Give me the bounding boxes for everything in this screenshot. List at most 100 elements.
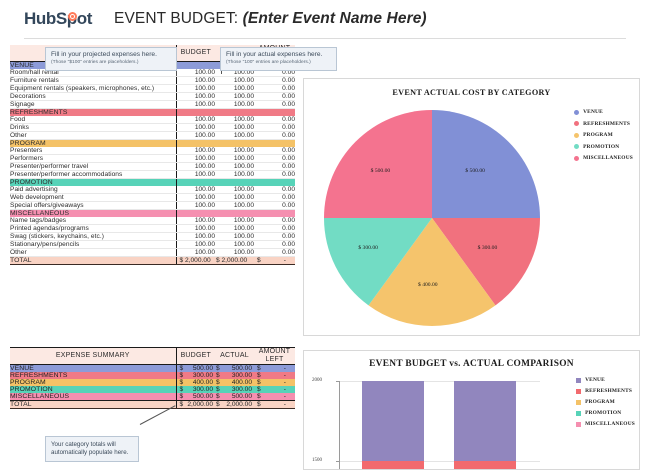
- pie-slice-label: $ 500.00: [465, 167, 485, 174]
- budget-item-budget[interactable]: 100.00: [175, 232, 215, 242]
- budget-table: BUDGETACTUALAMOUNTLEFTVENUERoom/hall ren…: [10, 45, 295, 266]
- budget-item-left: 0.00: [254, 100, 295, 110]
- bar-legend-item[interactable]: PROMOTION: [576, 410, 635, 416]
- budget-item-actual[interactable]: 100.00: [215, 116, 254, 125]
- budget-item-budget[interactable]: 100.00: [175, 170, 215, 180]
- bar-legend-item[interactable]: REFRESHMENTS: [576, 388, 635, 394]
- table-row[interactable]: Furniture rentals 100.00 100.00 0.00: [10, 76, 295, 86]
- budget-item-actual[interactable]: 100.00: [215, 186, 254, 195]
- bar-chart-title: EVENT BUDGET vs. ACTUAL COMPARISON: [369, 359, 574, 369]
- budget-item-budget[interactable]: 100.00: [175, 201, 215, 211]
- bar-legend-item[interactable]: MISCELLANEOUS: [576, 421, 635, 427]
- pie-slice-label: $ 500.00: [370, 167, 391, 174]
- pie-legend-item[interactable]: REFRESHMENTS: [574, 121, 633, 127]
- budget-item-budget[interactable]: 100.00: [175, 76, 215, 86]
- bar-legend-item[interactable]: PROGRAM: [576, 399, 635, 405]
- budget-item-budget[interactable]: 100.00: [175, 224, 215, 234]
- bar-column-actual[interactable]: [454, 381, 516, 469]
- table-row[interactable]: Equipment rentals (speakers, microphones…: [10, 84, 295, 94]
- budget-total-left: $ -: [254, 256, 295, 266]
- budget-item-actual[interactable]: 100.00: [215, 217, 254, 226]
- budget-item-budget[interactable]: 100.00: [175, 154, 215, 164]
- bar-segment-refreshments[interactable]: [454, 461, 516, 469]
- budget-item-actual[interactable]: 100.00: [215, 147, 254, 156]
- table-row[interactable]: Room/hall rental 100.00 100.00 0.00: [10, 69, 295, 78]
- budget-item-actual[interactable]: 100.00: [215, 240, 254, 250]
- budget-item-budget[interactable]: 100.00: [175, 131, 215, 141]
- bar-column-budget[interactable]: [362, 381, 424, 469]
- budget-item-left: 0.00: [254, 240, 295, 250]
- pie-slice-miscellaneous[interactable]: [324, 110, 432, 218]
- budget-item-actual[interactable]: 100.00: [215, 92, 254, 102]
- bar-segment-venue[interactable]: [362, 381, 424, 461]
- budget-item-budget[interactable]: 100.00: [175, 84, 215, 94]
- budget-item-actual[interactable]: 100.00: [215, 232, 254, 242]
- budget-item-actual[interactable]: 100.00: [215, 100, 254, 110]
- budget-item-actual[interactable]: 100.00: [215, 131, 254, 141]
- pie-slice-program[interactable]: [368, 218, 496, 326]
- table-row[interactable]: Printed agendas/programs 100.00 100.00 0.00: [10, 224, 295, 234]
- budget-item-actual[interactable]: 100.00: [215, 193, 254, 203]
- summary-category-name: VENUE: [10, 365, 34, 373]
- budget-item-budget[interactable]: 100.00: [175, 92, 215, 102]
- table-row[interactable]: Name tags/badges 100.00 100.00 0.00: [10, 217, 295, 226]
- bar-segment-venue[interactable]: [454, 381, 516, 461]
- budget-item-actual[interactable]: 100.00: [215, 224, 254, 234]
- budget-item-actual[interactable]: 100.00: [215, 170, 254, 180]
- table-row[interactable]: Swag (stickers, keychains, etc.) 100.00 10…: [10, 232, 295, 242]
- budget-category-name: VENUE: [10, 62, 34, 70]
- budget-item-budget[interactable]: 100.00: [175, 186, 215, 195]
- table-row[interactable]: Signage 100.00 100.00 0.00: [10, 100, 295, 110]
- budget-item-actual[interactable]: 100.00: [215, 76, 254, 86]
- table-row[interactable]: Presenters 100.00 100.00 0.00: [10, 147, 295, 156]
- pie-legend-item[interactable]: PROGRAM: [574, 132, 633, 138]
- table-row[interactable]: Performers 100.00 100.00 0.00: [10, 154, 295, 164]
- bar-legend-item[interactable]: VENUE: [576, 377, 635, 383]
- budget-item-actual[interactable]: 100.00: [215, 248, 254, 258]
- pie-slice-promotion[interactable]: [324, 218, 432, 306]
- pie-slice-venue[interactable]: [432, 110, 540, 218]
- budget-item-budget[interactable]: 100.00: [175, 248, 215, 258]
- budget-item-actual[interactable]: 100.00: [215, 154, 254, 164]
- expense-summary-container: EXPENSE SUMMARY BUDGET ACTUAL AMOUNT LEFT VEN…: [10, 346, 295, 410]
- bar-segment-refreshments[interactable]: [362, 461, 424, 469]
- budget-item-budget[interactable]: 100.00: [175, 100, 215, 110]
- pie-legend-item[interactable]: VENUE: [574, 109, 633, 115]
- table-row[interactable]: Web development 100.00 100.00 0.00: [10, 193, 295, 203]
- budget-item-actual[interactable]: 100.00: [215, 123, 254, 133]
- table-row[interactable]: Presenter/performer accommodations 100.00…: [10, 170, 295, 180]
- table-row[interactable]: Drinks 100.00 100.00 0.00: [10, 123, 295, 133]
- pie-legend-item[interactable]: MISCELLANEOUS: [574, 155, 633, 161]
- budget-item-left: 0.00: [254, 116, 295, 125]
- budget-item-label: Paid advertising: [10, 186, 176, 195]
- budget-item-label: Room/hall rental: [10, 69, 176, 78]
- table-row[interactable]: Food 100.00 100.00 0.00: [10, 116, 295, 125]
- budget-item-left: 0.00: [254, 154, 295, 164]
- budget-item-budget[interactable]: 100.00: [175, 193, 215, 203]
- budget-item-budget[interactable]: 100.00: [175, 162, 215, 172]
- pie-legend-item[interactable]: PROMOTION: [574, 144, 633, 150]
- budget-item-budget[interactable]: 100.00: [175, 69, 215, 78]
- table-row[interactable]: Presenter/performer travel 100.00 100.00 0.…: [10, 162, 295, 172]
- budget-item-actual[interactable]: 100.00: [215, 84, 254, 94]
- budget-total-actual: $ 2,000.00: [215, 256, 254, 266]
- page-header: HubSpot EVENT BUDGET: (Enter Event Name …: [0, 0, 650, 38]
- legend-color-swatch-icon: [576, 399, 582, 405]
- pie-slice-refreshments[interactable]: [432, 218, 540, 306]
- budget-item-budget[interactable]: 100.00: [175, 147, 215, 156]
- budget-item-actual[interactable]: 100.00: [215, 69, 254, 78]
- table-row[interactable]: Other 100.00 100.00 0.00: [10, 248, 295, 258]
- budget-item-actual[interactable]: 100.00: [215, 162, 254, 172]
- bar-ytick: [336, 461, 340, 462]
- budget-item-budget[interactable]: 100.00: [175, 116, 215, 125]
- summary-total-label: TOTAL: [10, 400, 176, 410]
- table-row[interactable]: Other 100.00 100.00 0.00: [10, 131, 295, 141]
- budget-item-actual[interactable]: 100.00: [215, 201, 254, 211]
- table-row[interactable]: Paid advertising 100.00 100.00 0.00: [10, 186, 295, 195]
- budget-item-budget[interactable]: 100.00: [175, 123, 215, 133]
- table-row[interactable]: Decorations 100.00 100.00 0.00: [10, 92, 295, 102]
- budget-item-budget[interactable]: 100.00: [175, 240, 215, 250]
- table-row[interactable]: Stationary/pens/pencils 100.00 100.00 0.00: [10, 240, 295, 250]
- table-row[interactable]: Special offers/giveaways 100.00 100.00 0.00: [10, 201, 295, 211]
- budget-item-budget[interactable]: 100.00: [175, 217, 215, 226]
